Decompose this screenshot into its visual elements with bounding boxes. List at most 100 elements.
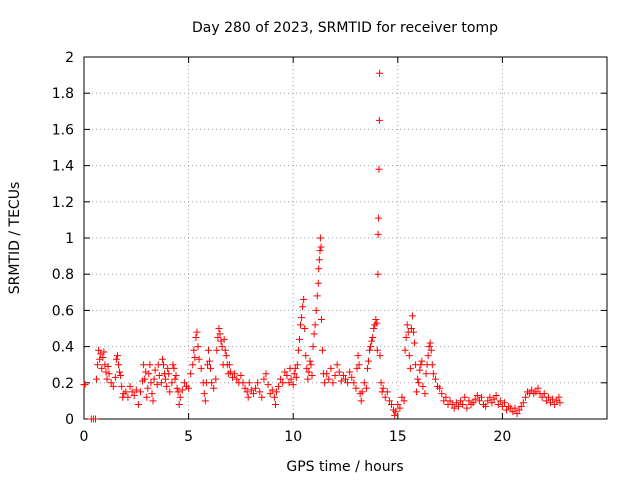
- data-point: [260, 375, 268, 383]
- data-point: [147, 379, 155, 387]
- data-point: [145, 370, 153, 378]
- data-point: [157, 379, 165, 387]
- data-point: [428, 361, 436, 369]
- data-point: [164, 364, 172, 372]
- data-point: [262, 370, 270, 378]
- data-point: [383, 388, 391, 396]
- data-point: [421, 390, 429, 398]
- data-point: [312, 306, 320, 314]
- data-point: [101, 361, 109, 369]
- data-point: [500, 399, 508, 407]
- data-point: [150, 375, 158, 383]
- data-point: [353, 364, 361, 372]
- y-tick-label: 1: [65, 231, 74, 247]
- data-point: [176, 393, 184, 401]
- data-point: [298, 314, 306, 322]
- data-point: [271, 401, 279, 409]
- data-point: [117, 372, 125, 380]
- data-point: [515, 406, 523, 414]
- data-point: [549, 395, 557, 403]
- data-point: [407, 325, 415, 332]
- data-point: [482, 402, 490, 410]
- data-point: [305, 368, 313, 376]
- x-tick-labels: 0 5 10 15 20: [80, 429, 512, 445]
- data-point: [392, 408, 400, 416]
- data-point: [360, 379, 368, 387]
- data-point: [190, 346, 198, 354]
- data-point: [203, 361, 211, 369]
- data-point: [172, 372, 180, 380]
- data-point: [175, 401, 183, 409]
- x-tick-label: 0: [80, 429, 89, 445]
- x-tick-label: 10: [284, 429, 302, 445]
- data-point: [105, 370, 113, 378]
- data-point: [454, 402, 462, 410]
- data-point: [93, 375, 101, 383]
- data-point: [292, 373, 300, 381]
- data-point: [436, 384, 444, 392]
- data-point: [368, 337, 376, 345]
- data-point: [226, 368, 234, 376]
- data-point: [254, 379, 262, 387]
- data-point: [553, 397, 561, 405]
- data-point: [357, 397, 365, 405]
- data-point: [174, 388, 182, 396]
- data-point: [249, 390, 257, 398]
- data-point: [245, 379, 253, 387]
- data-point: [293, 361, 301, 369]
- data-point: [325, 375, 333, 383]
- axes: [83, 56, 608, 420]
- data-point: [373, 319, 381, 327]
- data-point: [424, 352, 432, 360]
- data-point: [291, 364, 299, 372]
- data-point: [555, 393, 563, 401]
- data-point: [132, 386, 140, 394]
- data-point: [551, 401, 559, 409]
- data-point: [206, 357, 214, 365]
- data-point: [323, 370, 331, 378]
- data-point: [342, 375, 349, 383]
- data-point: [372, 315, 380, 323]
- data-point: [148, 390, 156, 398]
- data-point: [498, 402, 506, 410]
- data-point: [547, 399, 555, 407]
- data-point: [471, 395, 479, 403]
- data-point: [403, 321, 411, 329]
- data-point: [477, 393, 485, 401]
- data-point: [165, 370, 173, 378]
- data-point: [268, 386, 276, 394]
- data-point: [461, 393, 469, 401]
- data-point: [239, 379, 247, 387]
- data-point: [81, 381, 89, 389]
- data-point: [124, 393, 132, 401]
- data-point: [362, 384, 370, 392]
- y-axis-label: SRMTID / TECUs: [7, 182, 23, 295]
- data-point: [534, 384, 542, 392]
- data-point: [316, 247, 324, 255]
- data-point: [294, 346, 302, 354]
- data-point: [158, 355, 166, 363]
- data-point: [391, 411, 399, 419]
- data-point: [112, 355, 120, 363]
- data-point: [252, 384, 260, 392]
- data-point: [306, 357, 314, 365]
- data-marks: [80, 69, 564, 423]
- grid-lines: [84, 57, 607, 419]
- data-point: [385, 397, 393, 405]
- data-point: [358, 388, 366, 396]
- y-tick-label: 1.2: [52, 195, 74, 211]
- data-point: [159, 361, 167, 369]
- data-point: [463, 404, 471, 412]
- data-point: [333, 361, 341, 369]
- data-point: [229, 373, 237, 381]
- data-point: [425, 343, 433, 351]
- data-point: [413, 388, 421, 396]
- data-point: [411, 339, 419, 347]
- data-point: [213, 346, 221, 354]
- data-point: [488, 399, 496, 407]
- data-point: [416, 366, 424, 374]
- data-point: [170, 364, 178, 372]
- data-point: [97, 350, 105, 358]
- data-point: [429, 370, 437, 378]
- data-point: [440, 397, 448, 405]
